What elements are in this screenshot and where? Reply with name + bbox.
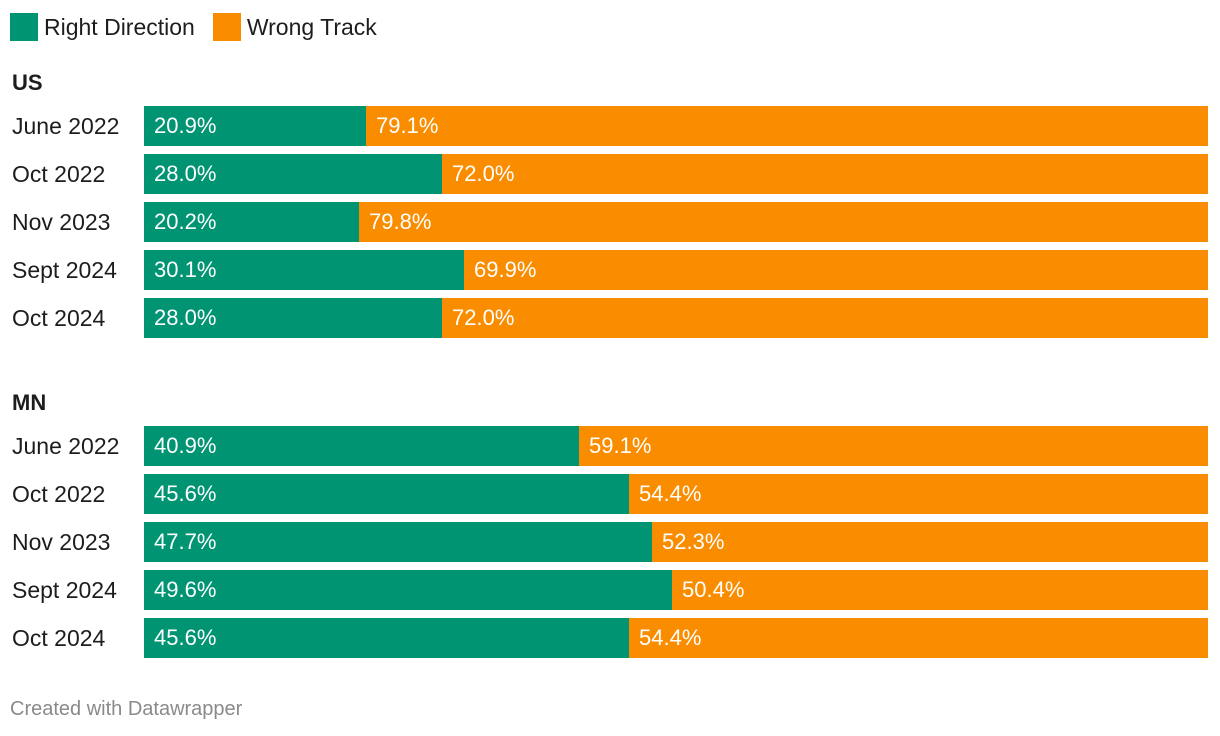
bar-segment-wrong-track[interactable]: 79.1%	[366, 106, 1208, 146]
row-label: June 2022	[12, 113, 120, 139]
row-label: Sept 2024	[12, 577, 117, 603]
legend-swatch-right-direction	[10, 13, 38, 41]
data-label: 47.7%	[154, 529, 217, 554]
data-label: 30.1%	[154, 257, 217, 282]
data-label: 52.3%	[662, 529, 725, 554]
row-label: Oct 2022	[12, 161, 106, 187]
bar-segment-wrong-track[interactable]: 59.1%	[579, 426, 1208, 466]
bar-segment-wrong-track[interactable]: 50.4%	[672, 570, 1208, 610]
bar-segment-right-direction[interactable]: 28.0%	[144, 154, 442, 194]
group-title-mn: MN	[12, 390, 47, 415]
bar-row: 40.9% 59.1%	[144, 426, 1208, 466]
bar-row: 45.6% 54.4%	[144, 474, 1208, 514]
bar-segment-right-direction[interactable]: 45.6%	[144, 474, 629, 514]
data-label: 72.0%	[452, 161, 515, 186]
legend-label: Wrong Track	[246, 13, 377, 40]
data-label: 45.6%	[154, 625, 217, 650]
bar-row: 28.0% 72.0%	[144, 154, 1208, 194]
bar-segment-right-direction[interactable]: 20.2%	[144, 202, 359, 242]
legend-item-wrong-track[interactable]: Wrong Track	[212, 13, 377, 41]
data-label: 20.9%	[154, 113, 217, 138]
group-title-us: US	[12, 70, 43, 95]
data-label: 40.9%	[154, 433, 217, 458]
data-label: 69.9%	[474, 257, 537, 282]
bar-segment-right-direction[interactable]: 47.7%	[144, 522, 652, 562]
data-label: 54.4%	[639, 481, 702, 506]
data-label: 54.4%	[639, 625, 702, 650]
bar-segment-wrong-track[interactable]: 54.4%	[629, 474, 1208, 514]
legend: Right Direction Wrong Track	[10, 12, 377, 42]
row-label: June 2022	[12, 433, 120, 459]
data-label: 79.8%	[369, 209, 432, 234]
bar-row: 45.6% 54.4%	[144, 618, 1208, 658]
bar-segment-wrong-track[interactable]: 72.0%	[442, 298, 1208, 338]
data-label: 50.4%	[682, 577, 745, 602]
row-label: Sept 2024	[12, 257, 117, 283]
row-label: Oct 2024	[12, 625, 106, 651]
bar-row: 30.1% 69.9%	[144, 250, 1208, 290]
bar-segment-right-direction[interactable]: 20.9%	[144, 106, 366, 146]
bar-segment-right-direction[interactable]: 30.1%	[144, 250, 464, 290]
bar-segment-wrong-track[interactable]: 79.8%	[359, 202, 1208, 242]
bar-row: 20.9% 79.1%	[144, 106, 1208, 146]
bar-segment-right-direction[interactable]: 28.0%	[144, 298, 442, 338]
data-label: 45.6%	[154, 481, 217, 506]
row-label: Oct 2024	[12, 305, 106, 331]
data-label: 49.6%	[154, 577, 217, 602]
row-label: Oct 2022	[12, 481, 106, 507]
bar-row: 49.6% 50.4%	[144, 570, 1208, 610]
bar-segment-right-direction[interactable]: 45.6%	[144, 618, 629, 658]
bar-row: 28.0% 72.0%	[144, 298, 1208, 338]
bar-segment-wrong-track[interactable]: 54.4%	[629, 618, 1208, 658]
row-label: Nov 2023	[12, 209, 111, 235]
data-label: 28.0%	[154, 161, 217, 186]
data-label: 59.1%	[589, 433, 652, 458]
bar-row: 20.2% 79.8%	[144, 202, 1208, 242]
legend-swatch-wrong-track	[212, 13, 241, 41]
bar-segment-wrong-track[interactable]: 52.3%	[652, 522, 1208, 562]
bar-segment-wrong-track[interactable]: 69.9%	[464, 250, 1208, 290]
bar-segment-right-direction[interactable]: 49.6%	[144, 570, 672, 610]
row-label: Nov 2023	[12, 529, 111, 555]
legend-item-right-direction[interactable]: Right Direction	[10, 13, 195, 41]
data-label: 28.0%	[154, 305, 217, 330]
data-label: 79.1%	[376, 113, 439, 138]
data-label: 20.2%	[154, 209, 217, 234]
bar-segment-wrong-track[interactable]: 72.0%	[442, 154, 1208, 194]
footer-credit: Created with Datawrapper	[10, 698, 243, 720]
legend-label: Right Direction	[44, 13, 195, 40]
bar-row: 47.7% 52.3%	[144, 522, 1208, 562]
bar-segment-right-direction[interactable]: 40.9%	[144, 426, 579, 466]
data-label: 72.0%	[452, 305, 515, 330]
